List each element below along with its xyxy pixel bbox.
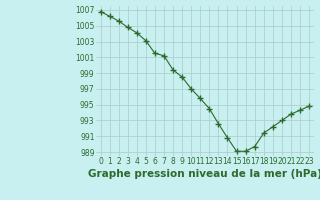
X-axis label: Graphe pression niveau de la mer (hPa): Graphe pression niveau de la mer (hPa) <box>88 169 320 179</box>
